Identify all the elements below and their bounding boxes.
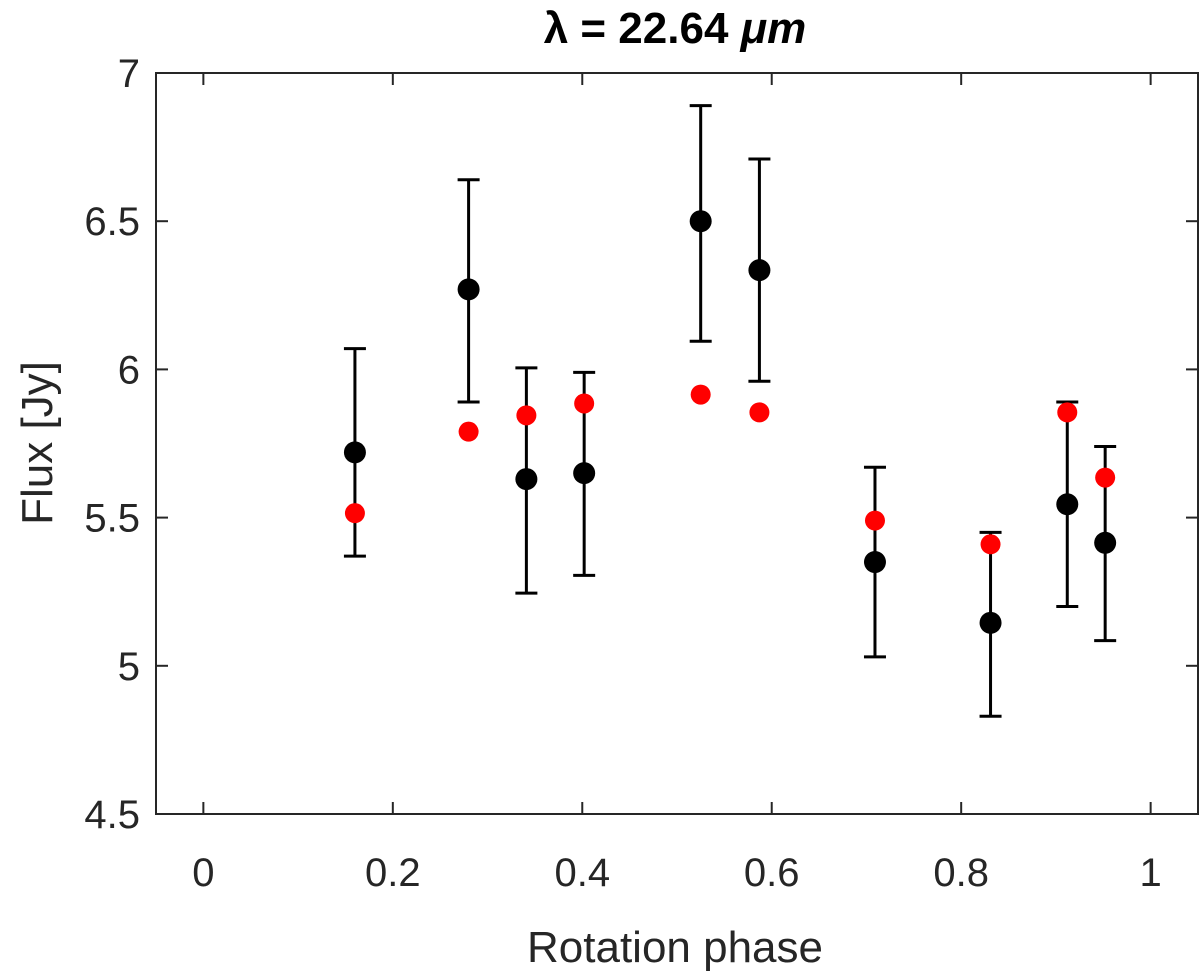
series-observed (343, 104, 1117, 718)
x-tick-label: 0.6 (744, 851, 800, 895)
plot-frame (155, 72, 1199, 815)
chart-title-prefix: λ = 22.64 (544, 4, 741, 53)
series-model (344, 384, 1116, 555)
y-tick-label: 7 (118, 52, 140, 96)
data-point-model (344, 503, 365, 524)
x-tick-label: 0.4 (554, 851, 610, 895)
y-axis-label: Flux [Jy] (13, 361, 62, 525)
data-point-model (864, 510, 885, 531)
y-tick-label: 5.5 (84, 497, 140, 541)
y-tick-label: 5 (118, 645, 140, 689)
chart-title: λ = 22.64 μm (544, 4, 807, 53)
data-point-observed (573, 462, 596, 485)
y-tick-label: 6 (118, 348, 140, 392)
data-point-observed (863, 551, 886, 574)
data-point-observed (343, 441, 366, 464)
data-point-model (690, 384, 711, 405)
data-point-observed (457, 278, 480, 301)
data-point-model (749, 402, 770, 423)
y-tick-label: 6.5 (84, 200, 140, 244)
axes: 0 0.2 0.4 0.6 0.8 1 4.5 5 5.5 6 6.5 7 (84, 52, 1199, 895)
plot-marks (343, 104, 1117, 718)
data-point-model (1057, 402, 1078, 423)
data-point-observed (689, 210, 712, 233)
x-tick-label: 1 (1140, 851, 1162, 895)
data-point-model (980, 534, 1001, 555)
x-tick-label: 0.2 (365, 851, 421, 895)
chart-title-unit: μm (739, 4, 807, 53)
data-point-observed (1094, 531, 1117, 554)
x-tick-label: 0 (192, 851, 214, 895)
data-point-observed (979, 611, 1002, 634)
data-point-observed (748, 259, 771, 282)
data-point-model (458, 421, 479, 442)
data-point-model (516, 405, 537, 426)
x-axis-label: Rotation phase (527, 923, 823, 972)
data-point-model (574, 393, 595, 414)
data-point-observed (515, 468, 538, 491)
data-point-observed (1056, 493, 1079, 516)
data-point-model (1095, 467, 1116, 488)
y-tick-label: 4.5 (84, 793, 140, 837)
x-tick-label: 0.8 (933, 851, 989, 895)
